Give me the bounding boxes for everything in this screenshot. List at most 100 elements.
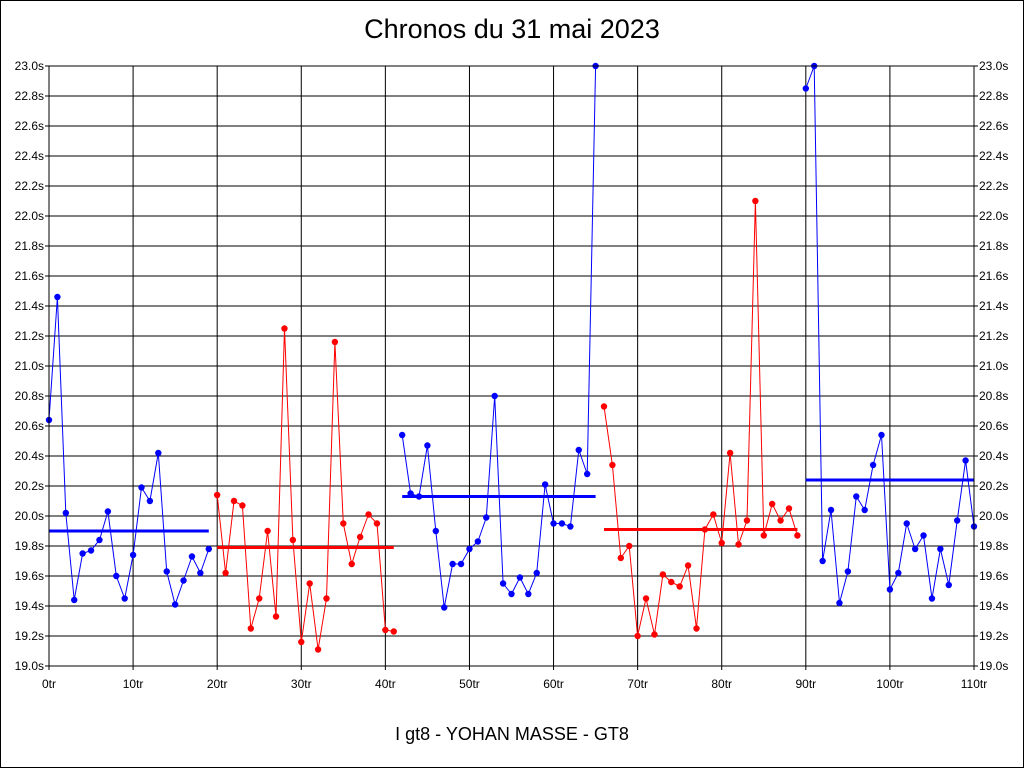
data-point [953, 517, 961, 524]
data-point [903, 520, 910, 527]
y-tick-label: 19.0s [15, 659, 44, 673]
data-point [895, 569, 902, 577]
y-tick-label: 21.6s [15, 269, 44, 283]
data-point [474, 538, 482, 545]
chart-subtitle: I gt8 - YOHAN MASSE - GT8 [395, 724, 629, 744]
data-point [861, 506, 868, 514]
data-point [962, 457, 969, 464]
data-point [567, 523, 574, 530]
y-tick-label-right: 22.4s [979, 149, 1008, 163]
data-point [113, 572, 120, 580]
data-point [121, 595, 128, 602]
data-point [836, 599, 843, 607]
series-5 [802, 62, 978, 607]
y-tick-label-right: 19.0s [979, 659, 1008, 673]
data-point [642, 595, 650, 602]
x-tick-label: 0tr [42, 677, 56, 691]
data-point [508, 590, 515, 598]
data-point [844, 568, 852, 575]
data-point [256, 595, 263, 602]
series-3 [398, 62, 599, 611]
y-axis-right-ticks: 19.0s 19.2s 19.4s 19.6s 19.8s 20.0s 20.2s 20.4s… [974, 59, 1008, 673]
data-point [398, 431, 406, 439]
series-line [401, 65, 597, 608]
data-point [382, 626, 389, 634]
data-point [752, 197, 759, 205]
data-point [356, 533, 364, 541]
data-point [550, 520, 557, 527]
data-point [684, 562, 692, 569]
data-point [760, 532, 767, 539]
data-point [222, 569, 229, 577]
data-point [331, 338, 339, 346]
grid-lines [48, 65, 975, 667]
data-point [583, 470, 591, 478]
x-tick-label: 90tr [795, 677, 816, 691]
y-tick-label: 22.0s [15, 209, 44, 223]
data-point [693, 625, 700, 632]
data-point [432, 527, 440, 535]
y-tick-label: 21.2s [15, 329, 44, 343]
data-point [499, 580, 507, 587]
data-point [920, 532, 927, 539]
data-point [415, 493, 423, 500]
x-tick-label: 100tr [876, 677, 903, 691]
data-point [626, 542, 633, 550]
series-2 [213, 325, 397, 653]
data-point [54, 293, 61, 301]
data-point [802, 85, 810, 92]
x-tick-label: 80tr [711, 677, 732, 691]
data-point [340, 520, 347, 527]
data-point [272, 613, 280, 620]
data-point [390, 628, 397, 635]
data-point [777, 517, 784, 524]
data-point [407, 490, 414, 497]
y-tick-label: 22.6s [15, 119, 44, 133]
plot-border [48, 65, 975, 667]
y-tick-label-right: 21.8s [979, 239, 1008, 253]
data-point [634, 632, 641, 640]
data-point [71, 596, 78, 604]
y-tick-label-right: 21.0s [979, 359, 1008, 373]
y-tick-label: 21.0s [15, 359, 44, 373]
series-1 [45, 293, 212, 608]
series-4 [600, 197, 801, 640]
data-point [449, 560, 456, 568]
data-point [281, 325, 288, 332]
data-point [457, 560, 465, 568]
y-tick-label: 23.0s [15, 59, 44, 73]
data-point [668, 578, 675, 586]
x-tick-label: 40tr [375, 677, 396, 691]
data-point [323, 595, 330, 602]
data-point [785, 505, 793, 512]
data-point [306, 580, 313, 587]
data-point [264, 527, 271, 535]
y-tick-label: 22.4s [15, 149, 44, 163]
data-point [617, 554, 625, 562]
data-point [651, 631, 658, 638]
data-point [365, 511, 372, 518]
data-point [718, 539, 725, 547]
data-point [79, 550, 86, 557]
y-tick-label: 21.8s [15, 239, 44, 253]
y-tick-label: 21.4s [15, 299, 44, 313]
data-point [155, 449, 162, 457]
x-tick-label: 10tr [123, 677, 144, 691]
series-line [216, 328, 394, 650]
y-tick-label: 19.6s [15, 569, 44, 583]
y-tick-label-right: 22.2s [979, 179, 1008, 193]
data-point [937, 545, 944, 553]
data-point [701, 526, 709, 533]
data-point [314, 646, 322, 653]
data-point [541, 481, 549, 488]
data-point [348, 560, 355, 568]
y-tick-label-right: 22.0s [979, 209, 1008, 223]
data-point [886, 586, 894, 593]
chart-title: Chronos du 31 mai 2023 [364, 14, 660, 44]
data-point [424, 442, 431, 449]
data-point [659, 571, 667, 578]
data-point [794, 532, 801, 539]
data-point [96, 536, 103, 544]
data-point [163, 568, 170, 575]
